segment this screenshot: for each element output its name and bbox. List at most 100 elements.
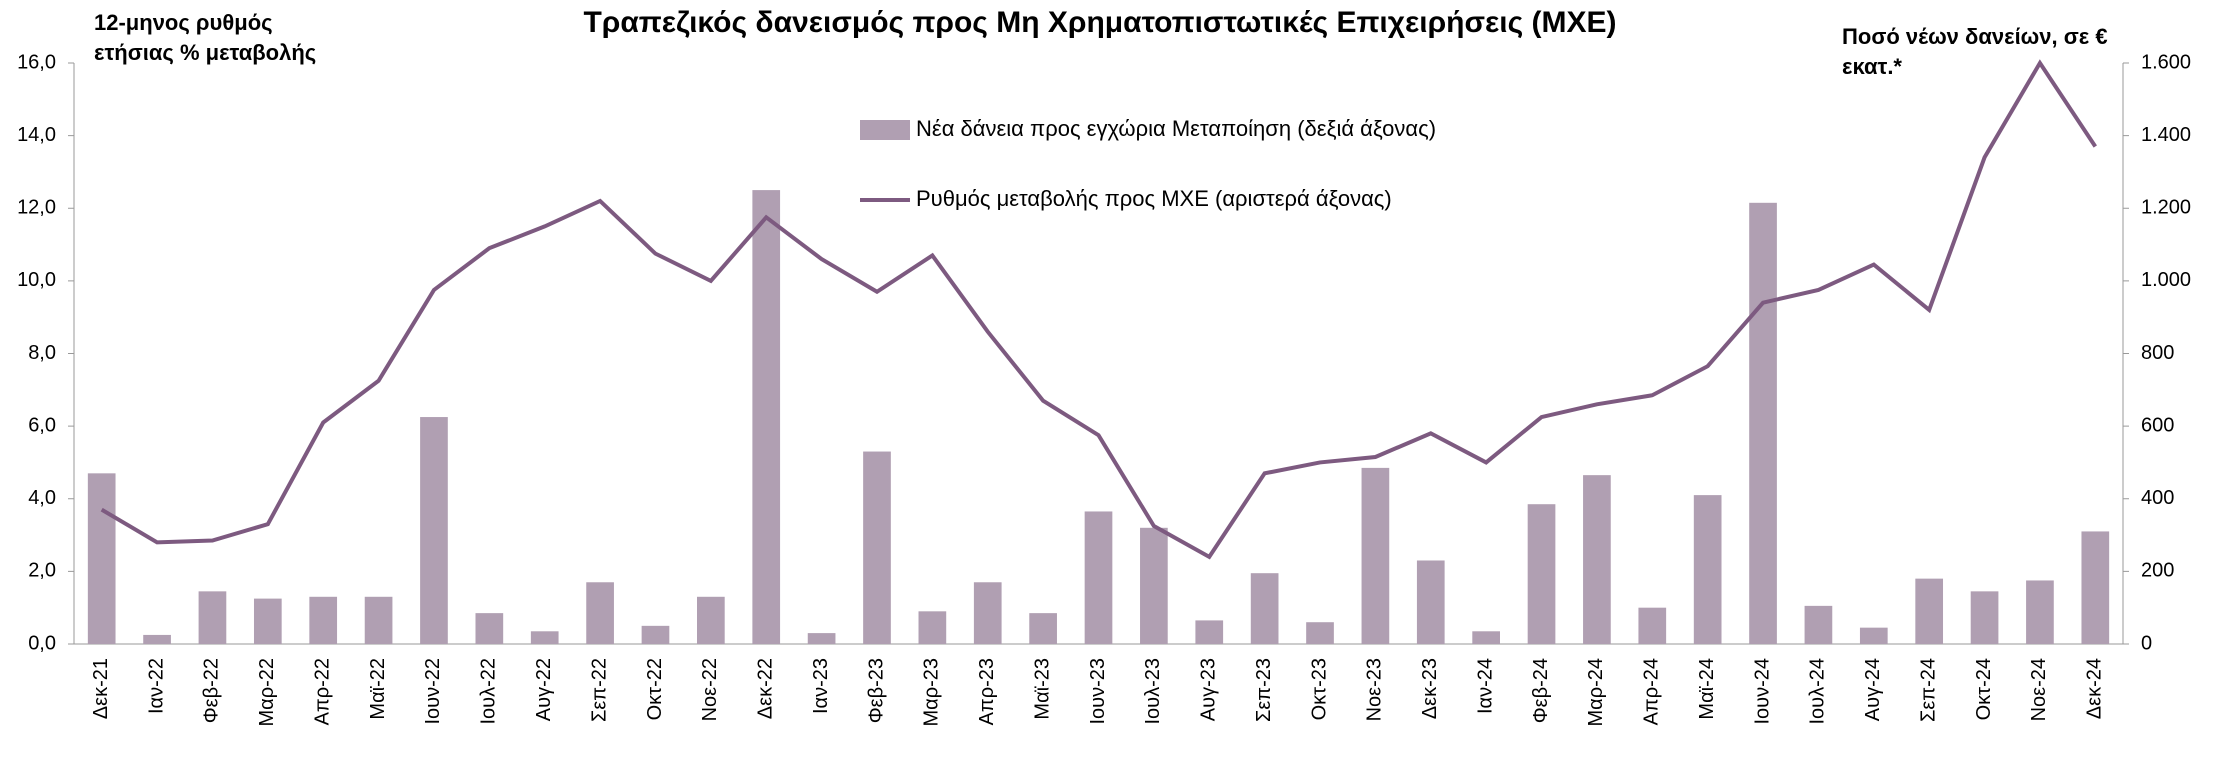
legend-swatch — [860, 120, 910, 140]
bar — [752, 190, 781, 644]
y2-tick-label: 1.600 — [2141, 51, 2191, 73]
bar — [697, 596, 725, 644]
y-tick-label: 12,0 — [17, 197, 56, 219]
y2-axis-title: Ποσό νέων δανείων, σε € εκατ.* — [1842, 24, 2108, 79]
bar — [1915, 578, 1944, 644]
bar — [863, 451, 891, 644]
chart-title: Τραπεζικός δανεισμός προς Μη Χρηματοπιστ… — [583, 6, 1616, 39]
x-tick-label: Δεκ-24 — [2084, 658, 2106, 719]
bar — [1970, 591, 1999, 644]
x-tick-label: Ιουν-23 — [1087, 658, 1109, 725]
x-tick-label: Ιαν-23 — [810, 658, 832, 714]
x-tick-label: Ιουλ-24 — [1807, 658, 1829, 725]
x-tick-label: Φεβ-23 — [865, 658, 887, 723]
bar — [1472, 631, 1500, 644]
bar — [1084, 511, 1113, 644]
bar — [530, 631, 559, 644]
x-tick-label: Μαϊ-22 — [367, 658, 389, 720]
y2-tick-label: 1.000 — [2141, 269, 2191, 291]
y2-tick-label: 400 — [2141, 487, 2174, 509]
x-tick-label: Αυγ-24 — [1862, 658, 1884, 721]
x-tick-label: Μαϊ-23 — [1031, 658, 1053, 720]
x-tick-label: Ιουλ-22 — [478, 658, 500, 725]
x-tick-label: Σεπ-24 — [1917, 658, 1939, 722]
bar — [1693, 495, 1722, 644]
bar — [364, 596, 393, 644]
bar — [420, 417, 448, 644]
bar — [973, 582, 1002, 644]
bar — [2026, 580, 2054, 644]
bar — [1195, 620, 1224, 644]
bar — [918, 611, 947, 644]
y2-tick-label: 800 — [2141, 342, 2174, 364]
x-tick-label: Ιουν-24 — [1751, 658, 1773, 725]
bar — [1859, 627, 1888, 644]
legend-label: Ρυθμός μεταβολής προς ΜΧΕ (αριστερά άξον… — [916, 186, 1392, 211]
line — [100, 59, 2097, 560]
bar — [1250, 573, 1279, 644]
x-tick-label: Νοε-22 — [699, 658, 721, 721]
bar — [253, 598, 282, 644]
bar — [87, 473, 116, 644]
x-tick-label: Οκτ-23 — [1308, 658, 1330, 720]
x-tick-label: Ιουλ-23 — [1142, 658, 1164, 725]
x-tick-label: Αυγ-23 — [1198, 658, 1220, 721]
bar — [475, 613, 504, 644]
x-tick-label: Απρ-24 — [1641, 658, 1663, 725]
x-tick-label: Δεκ-22 — [755, 658, 777, 719]
x-tick-label: Ιαν-24 — [1474, 658, 1496, 714]
x-tick-label: Απρ-23 — [976, 658, 998, 725]
x-tick-label: Οκτ-24 — [1973, 658, 1995, 720]
x-tick-label: Μαρ-22 — [256, 658, 278, 727]
y-tick-label: 4,0 — [28, 487, 56, 509]
x-tick-label: Φεβ-22 — [201, 658, 223, 723]
x-tick-label: Οκτ-22 — [644, 658, 666, 720]
bar — [1140, 527, 1168, 644]
x-tick-label: Μαρ-23 — [921, 658, 943, 727]
bar — [807, 633, 836, 644]
x-tick-label: Μαρ-24 — [1585, 658, 1607, 727]
x-tick-label: Δεκ-21 — [90, 658, 112, 719]
bar — [1306, 622, 1334, 644]
y2-tick-label: 600 — [2141, 414, 2174, 436]
bar — [1527, 504, 1556, 644]
y-tick-label: 14,0 — [17, 124, 56, 146]
bar — [1361, 467, 1390, 644]
bar — [1638, 607, 1667, 644]
x-tick-label: Νοε-23 — [1364, 658, 1386, 721]
y2-tick-label: 200 — [2141, 560, 2174, 582]
x-tick-label: Σεπ-23 — [1253, 658, 1275, 722]
bar — [198, 591, 227, 644]
x-tick-label: Αυγ-22 — [533, 658, 555, 721]
bar — [143, 634, 171, 644]
y2-tick-label: 0 — [2141, 632, 2152, 654]
x-tick-label: Ιαν-22 — [145, 658, 167, 714]
bar — [641, 625, 670, 644]
x-tick-label: Φεβ-24 — [1530, 658, 1552, 723]
x-tick-label: Μαϊ-24 — [1696, 658, 1718, 720]
legend-label: Νέα δάνεια προς εγχώρια Μεταποίηση (δεξι… — [916, 116, 1436, 141]
bar — [1583, 475, 1611, 644]
bar — [309, 596, 338, 644]
x-tick-label: Ιουν-22 — [422, 658, 444, 725]
y-tick-label: 10,0 — [17, 269, 56, 291]
bar — [2081, 531, 2110, 644]
x-tick-label: Δεκ-23 — [1419, 658, 1441, 719]
y-tick-label: 8,0 — [28, 342, 56, 364]
bar — [1029, 613, 1057, 644]
y-axis-title: 12-μηνος ρυθμός ετήσιας % μεταβολής — [94, 10, 317, 65]
y-tick-label: 16,0 — [17, 51, 56, 73]
y-tick-label: 2,0 — [28, 560, 56, 582]
bar — [586, 582, 614, 644]
bar — [1416, 560, 1445, 644]
x-tick-label: Νοε-24 — [2028, 658, 2050, 721]
y2-tick-label: 1.200 — [2141, 197, 2191, 219]
bar — [1804, 605, 1833, 644]
bar — [1749, 202, 1777, 644]
y2-tick-label: 1.400 — [2141, 124, 2191, 146]
x-tick-label: Σεπ-22 — [588, 658, 610, 722]
y-tick-label: 0,0 — [28, 632, 56, 654]
x-tick-label: Απρ-22 — [311, 658, 333, 725]
